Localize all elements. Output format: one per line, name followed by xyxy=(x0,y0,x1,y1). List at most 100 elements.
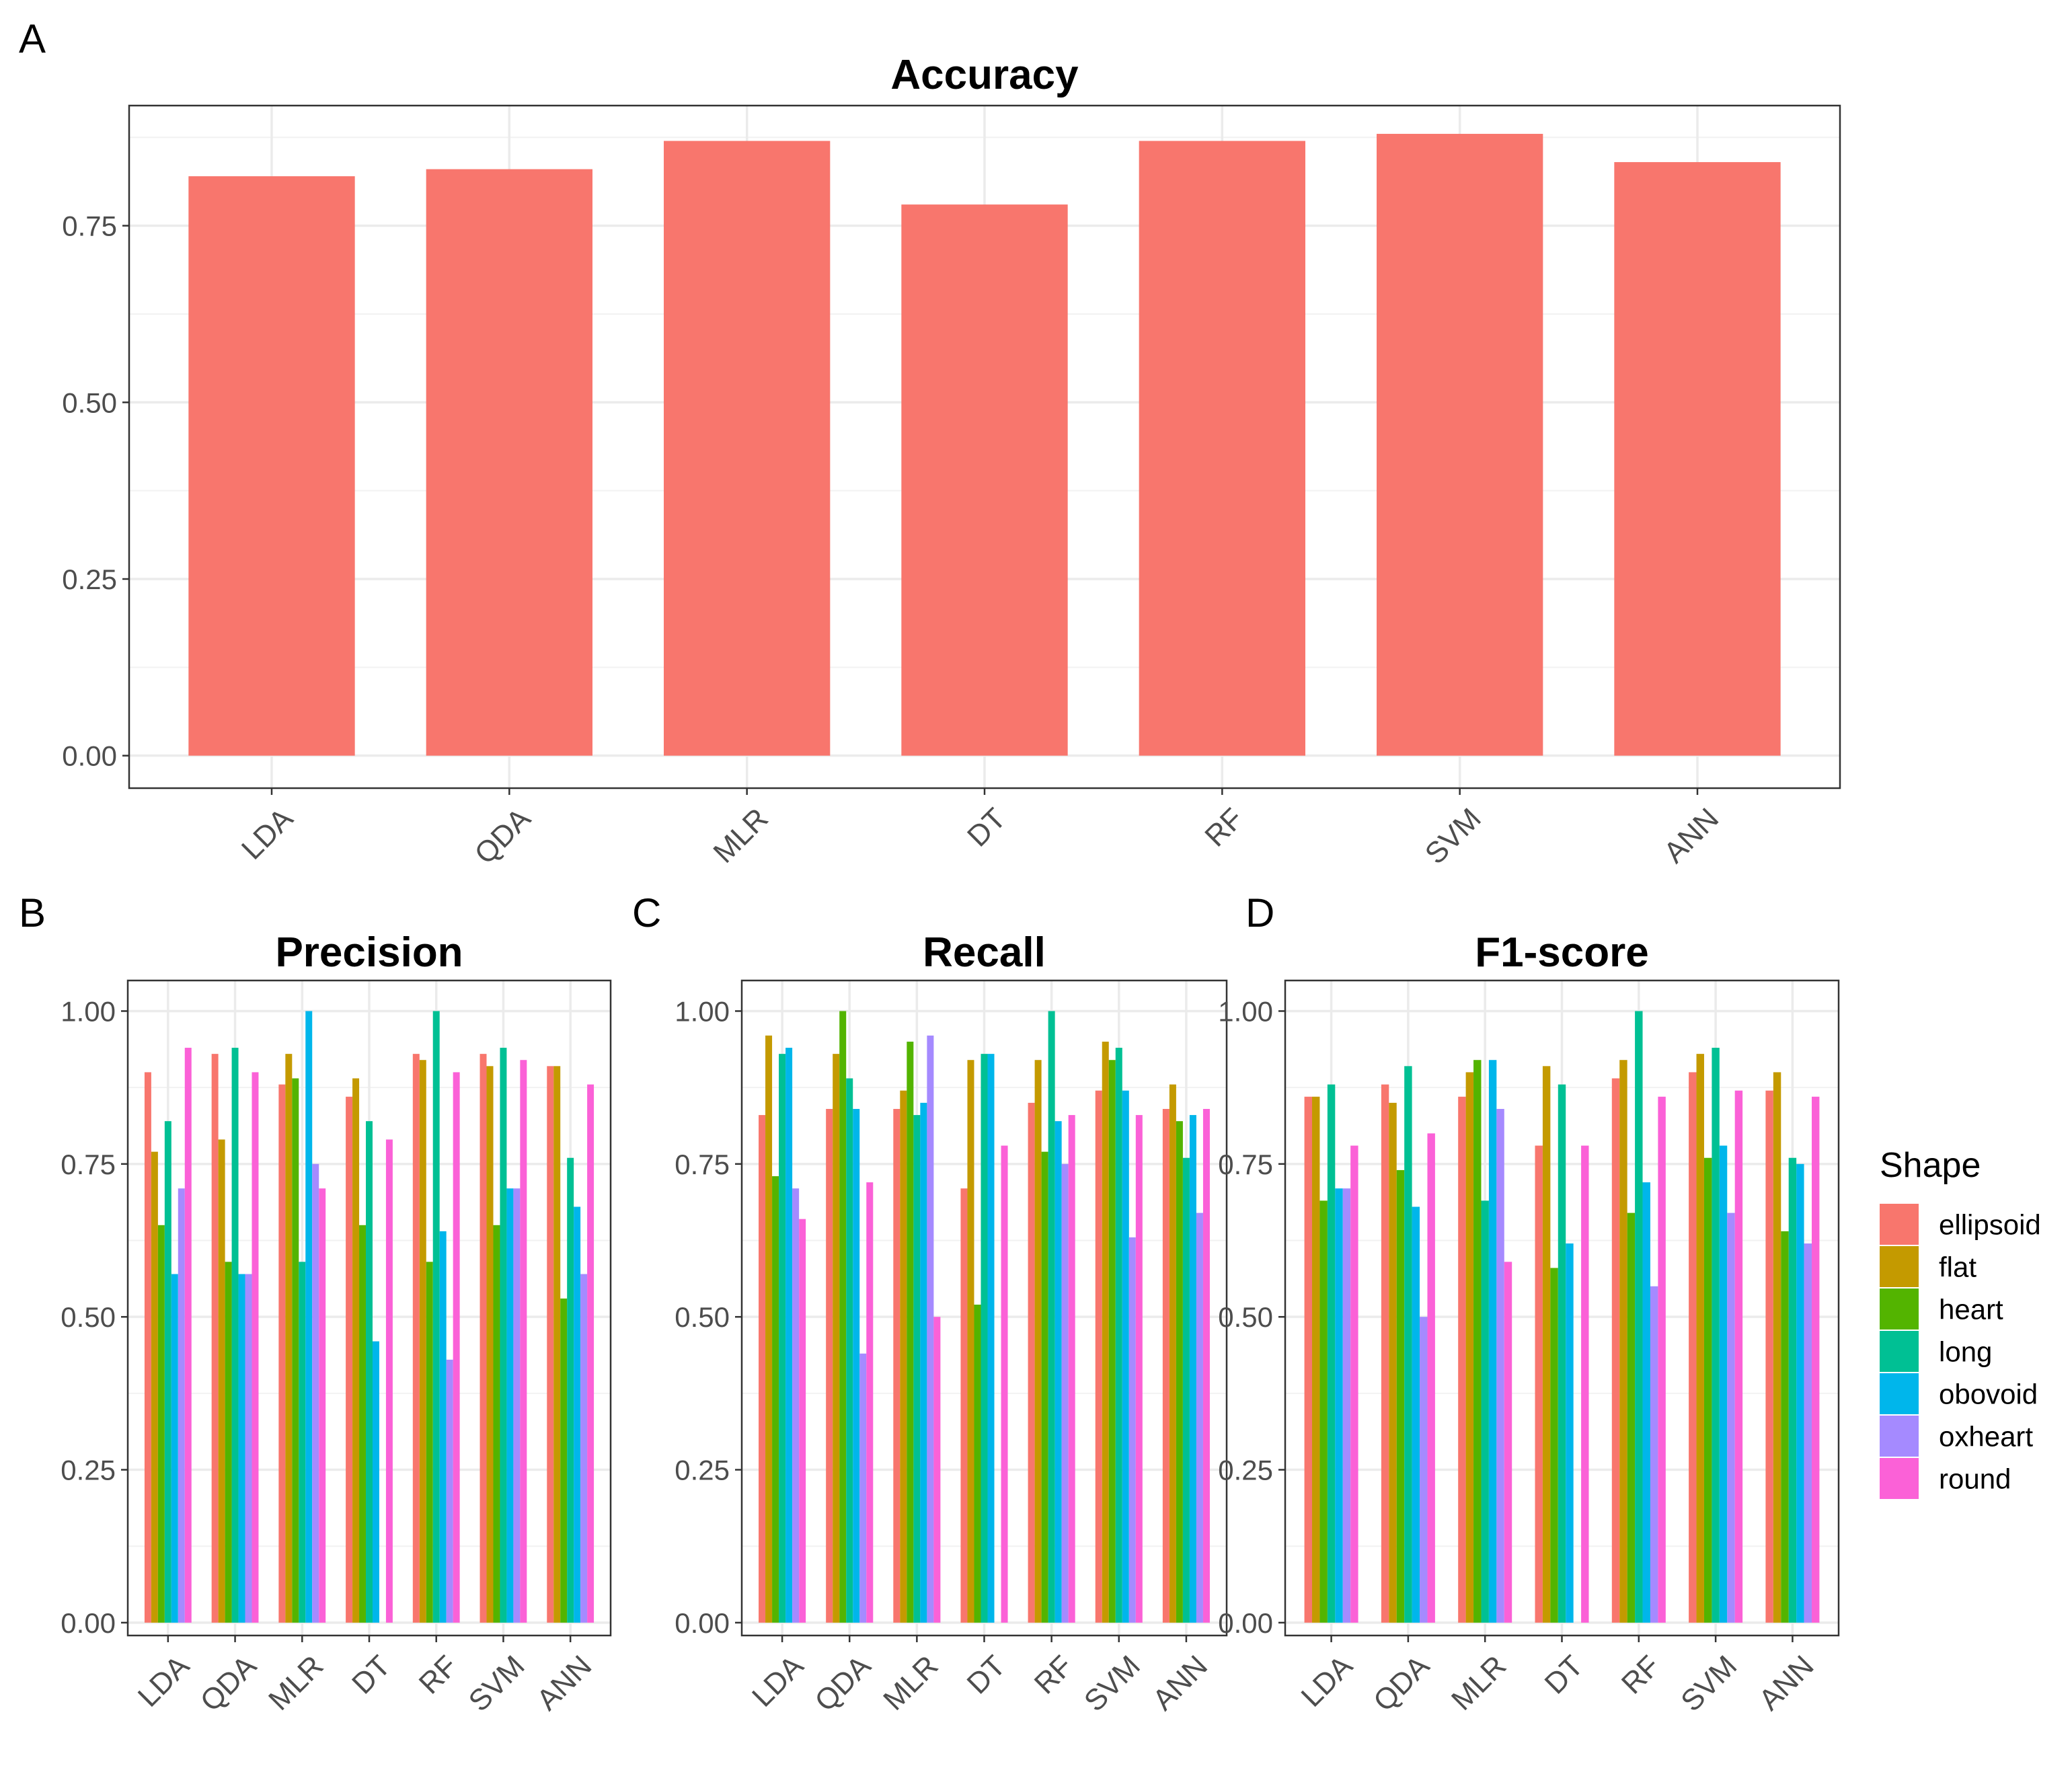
y-axis: 0.00 0.25 0.50 0.75 1.00 xyxy=(61,995,128,1639)
bar-svm-round xyxy=(1734,1090,1743,1623)
legend-key-obovoid xyxy=(1880,1373,1919,1414)
bar-ann-round xyxy=(587,1084,594,1623)
bars xyxy=(1304,1011,1820,1623)
bar-mlr-flat xyxy=(1465,1072,1474,1623)
y-tick-label: 0.00 xyxy=(1218,1607,1273,1639)
panel-letter: D xyxy=(1245,890,1274,935)
bar-lda-long xyxy=(164,1121,171,1623)
bar-ann-long xyxy=(1182,1157,1190,1623)
bar-rf-ellipsoid xyxy=(1028,1102,1035,1623)
y-tick-label: 0.50 xyxy=(1218,1301,1273,1333)
bar-dt-long xyxy=(1558,1084,1566,1623)
bar-lda-long xyxy=(1327,1084,1336,1623)
bar-qda-flat xyxy=(1389,1102,1397,1623)
bars xyxy=(759,1011,1210,1623)
bar-mlr-ellipsoid xyxy=(893,1108,900,1623)
bar-mlr-obovoid xyxy=(920,1102,927,1623)
y-tick-label: 0.75 xyxy=(62,210,117,242)
bar-lda-round xyxy=(1350,1145,1358,1623)
legend-title: Shape xyxy=(1880,1146,1981,1185)
bar-rf-oxheart xyxy=(1061,1163,1069,1623)
legend-label-oxheart: oxheart xyxy=(1939,1421,2033,1453)
y-tick-label: 1.00 xyxy=(61,995,116,1027)
y-tick-label: 0.25 xyxy=(1218,1455,1273,1486)
bar-rf-oxheart xyxy=(446,1359,453,1623)
bars xyxy=(144,1011,594,1623)
bar-mlr-heart xyxy=(292,1078,299,1623)
bar-mlr-long xyxy=(1481,1200,1489,1623)
bar-lda-obovoid xyxy=(785,1048,793,1623)
bar-mlr-heart xyxy=(907,1041,914,1623)
bars xyxy=(188,134,1781,756)
legend-key-long xyxy=(1880,1331,1919,1372)
bar-dt-flat xyxy=(352,1078,360,1623)
bar-svm-ellipsoid xyxy=(479,1054,487,1623)
bar-ann-ellipsoid xyxy=(547,1066,554,1623)
bar-dt-long xyxy=(366,1121,373,1623)
y-tick-label: 0.50 xyxy=(61,1301,116,1333)
bar-qda-obovoid xyxy=(1412,1206,1420,1623)
bar-rf-flat xyxy=(419,1060,426,1623)
bar-svm-obovoid xyxy=(1122,1090,1129,1623)
bar-qda-round xyxy=(252,1072,259,1623)
bar-rf-long xyxy=(1048,1011,1055,1623)
bar-svm-long xyxy=(1712,1048,1720,1623)
bar-lda-heart xyxy=(157,1225,165,1623)
bar-svm-heart xyxy=(1108,1060,1116,1623)
bar-mlr-ellipsoid xyxy=(278,1084,286,1623)
bar-ann-oxheart xyxy=(1196,1213,1203,1623)
bar-rf-heart xyxy=(1041,1151,1048,1623)
bar-lda-oxheart xyxy=(1342,1188,1351,1623)
bar-lda-long xyxy=(779,1054,786,1623)
bar-rf-round xyxy=(1658,1096,1666,1623)
bar-qda-round xyxy=(1427,1133,1435,1623)
bar-qda-oxheart xyxy=(859,1353,867,1623)
bar-ann-long xyxy=(1788,1157,1797,1623)
bar-qda-flat xyxy=(218,1139,225,1623)
bar-svm-flat xyxy=(1696,1054,1704,1623)
y-tick-label: 0.50 xyxy=(675,1301,730,1333)
bar-dt-obovoid xyxy=(372,1341,379,1623)
bar-dt-round xyxy=(1001,1145,1008,1623)
bar-mlr-oxheart xyxy=(1496,1108,1504,1623)
bar-dt-heart xyxy=(359,1225,367,1623)
bar-mlr-oxheart xyxy=(312,1163,319,1623)
legend-key-heart xyxy=(1880,1288,1919,1330)
bar-rf-flat xyxy=(1034,1060,1042,1623)
bar-ann-flat xyxy=(1169,1084,1176,1623)
bar-ann-ellipsoid xyxy=(1765,1090,1773,1623)
bar-rf-ellipsoid xyxy=(412,1054,420,1623)
chart-title: Recall xyxy=(923,929,1046,976)
bar-rf-heart xyxy=(426,1262,433,1623)
chart-title: F1-score xyxy=(1475,929,1648,976)
bar-qda xyxy=(426,169,592,756)
bar-dt-ellipsoid xyxy=(960,1188,968,1623)
y-tick-label: 0.50 xyxy=(62,387,117,418)
bar-rf-oxheart xyxy=(1650,1286,1658,1623)
legend-key-flat xyxy=(1880,1246,1919,1287)
chart-title: Accuracy xyxy=(890,52,1079,98)
bar-ann-round xyxy=(1811,1096,1820,1623)
legend-key-oxheart xyxy=(1880,1416,1919,1457)
y-tick-label: 0.00 xyxy=(675,1607,730,1639)
y-tick-label: 0.75 xyxy=(1218,1149,1273,1180)
bar-svm-oxheart xyxy=(1727,1213,1735,1623)
bar-mlr xyxy=(664,141,831,756)
legend-label-round: round xyxy=(1939,1463,2011,1495)
bar-lda xyxy=(188,176,355,756)
bar-dt-long xyxy=(981,1054,988,1623)
bar-ann-flat xyxy=(553,1066,561,1623)
bar-ann-heart xyxy=(560,1298,568,1623)
bar-lda-ellipsoid xyxy=(759,1115,766,1623)
y-axis: 0.00 0.25 0.50 0.75 xyxy=(62,210,129,772)
bar-svm-flat xyxy=(1102,1041,1109,1623)
panel-letter: A xyxy=(19,16,46,61)
bar-qda-oxheart xyxy=(245,1274,252,1623)
bar-svm-long xyxy=(500,1048,507,1623)
y-tick-label: 0.00 xyxy=(61,1607,116,1639)
bar-svm-ellipsoid xyxy=(1689,1072,1697,1623)
legend-label-long: long xyxy=(1939,1336,1992,1368)
bar-ann-heart xyxy=(1781,1231,1789,1623)
bar-rf-heart xyxy=(1627,1213,1636,1623)
